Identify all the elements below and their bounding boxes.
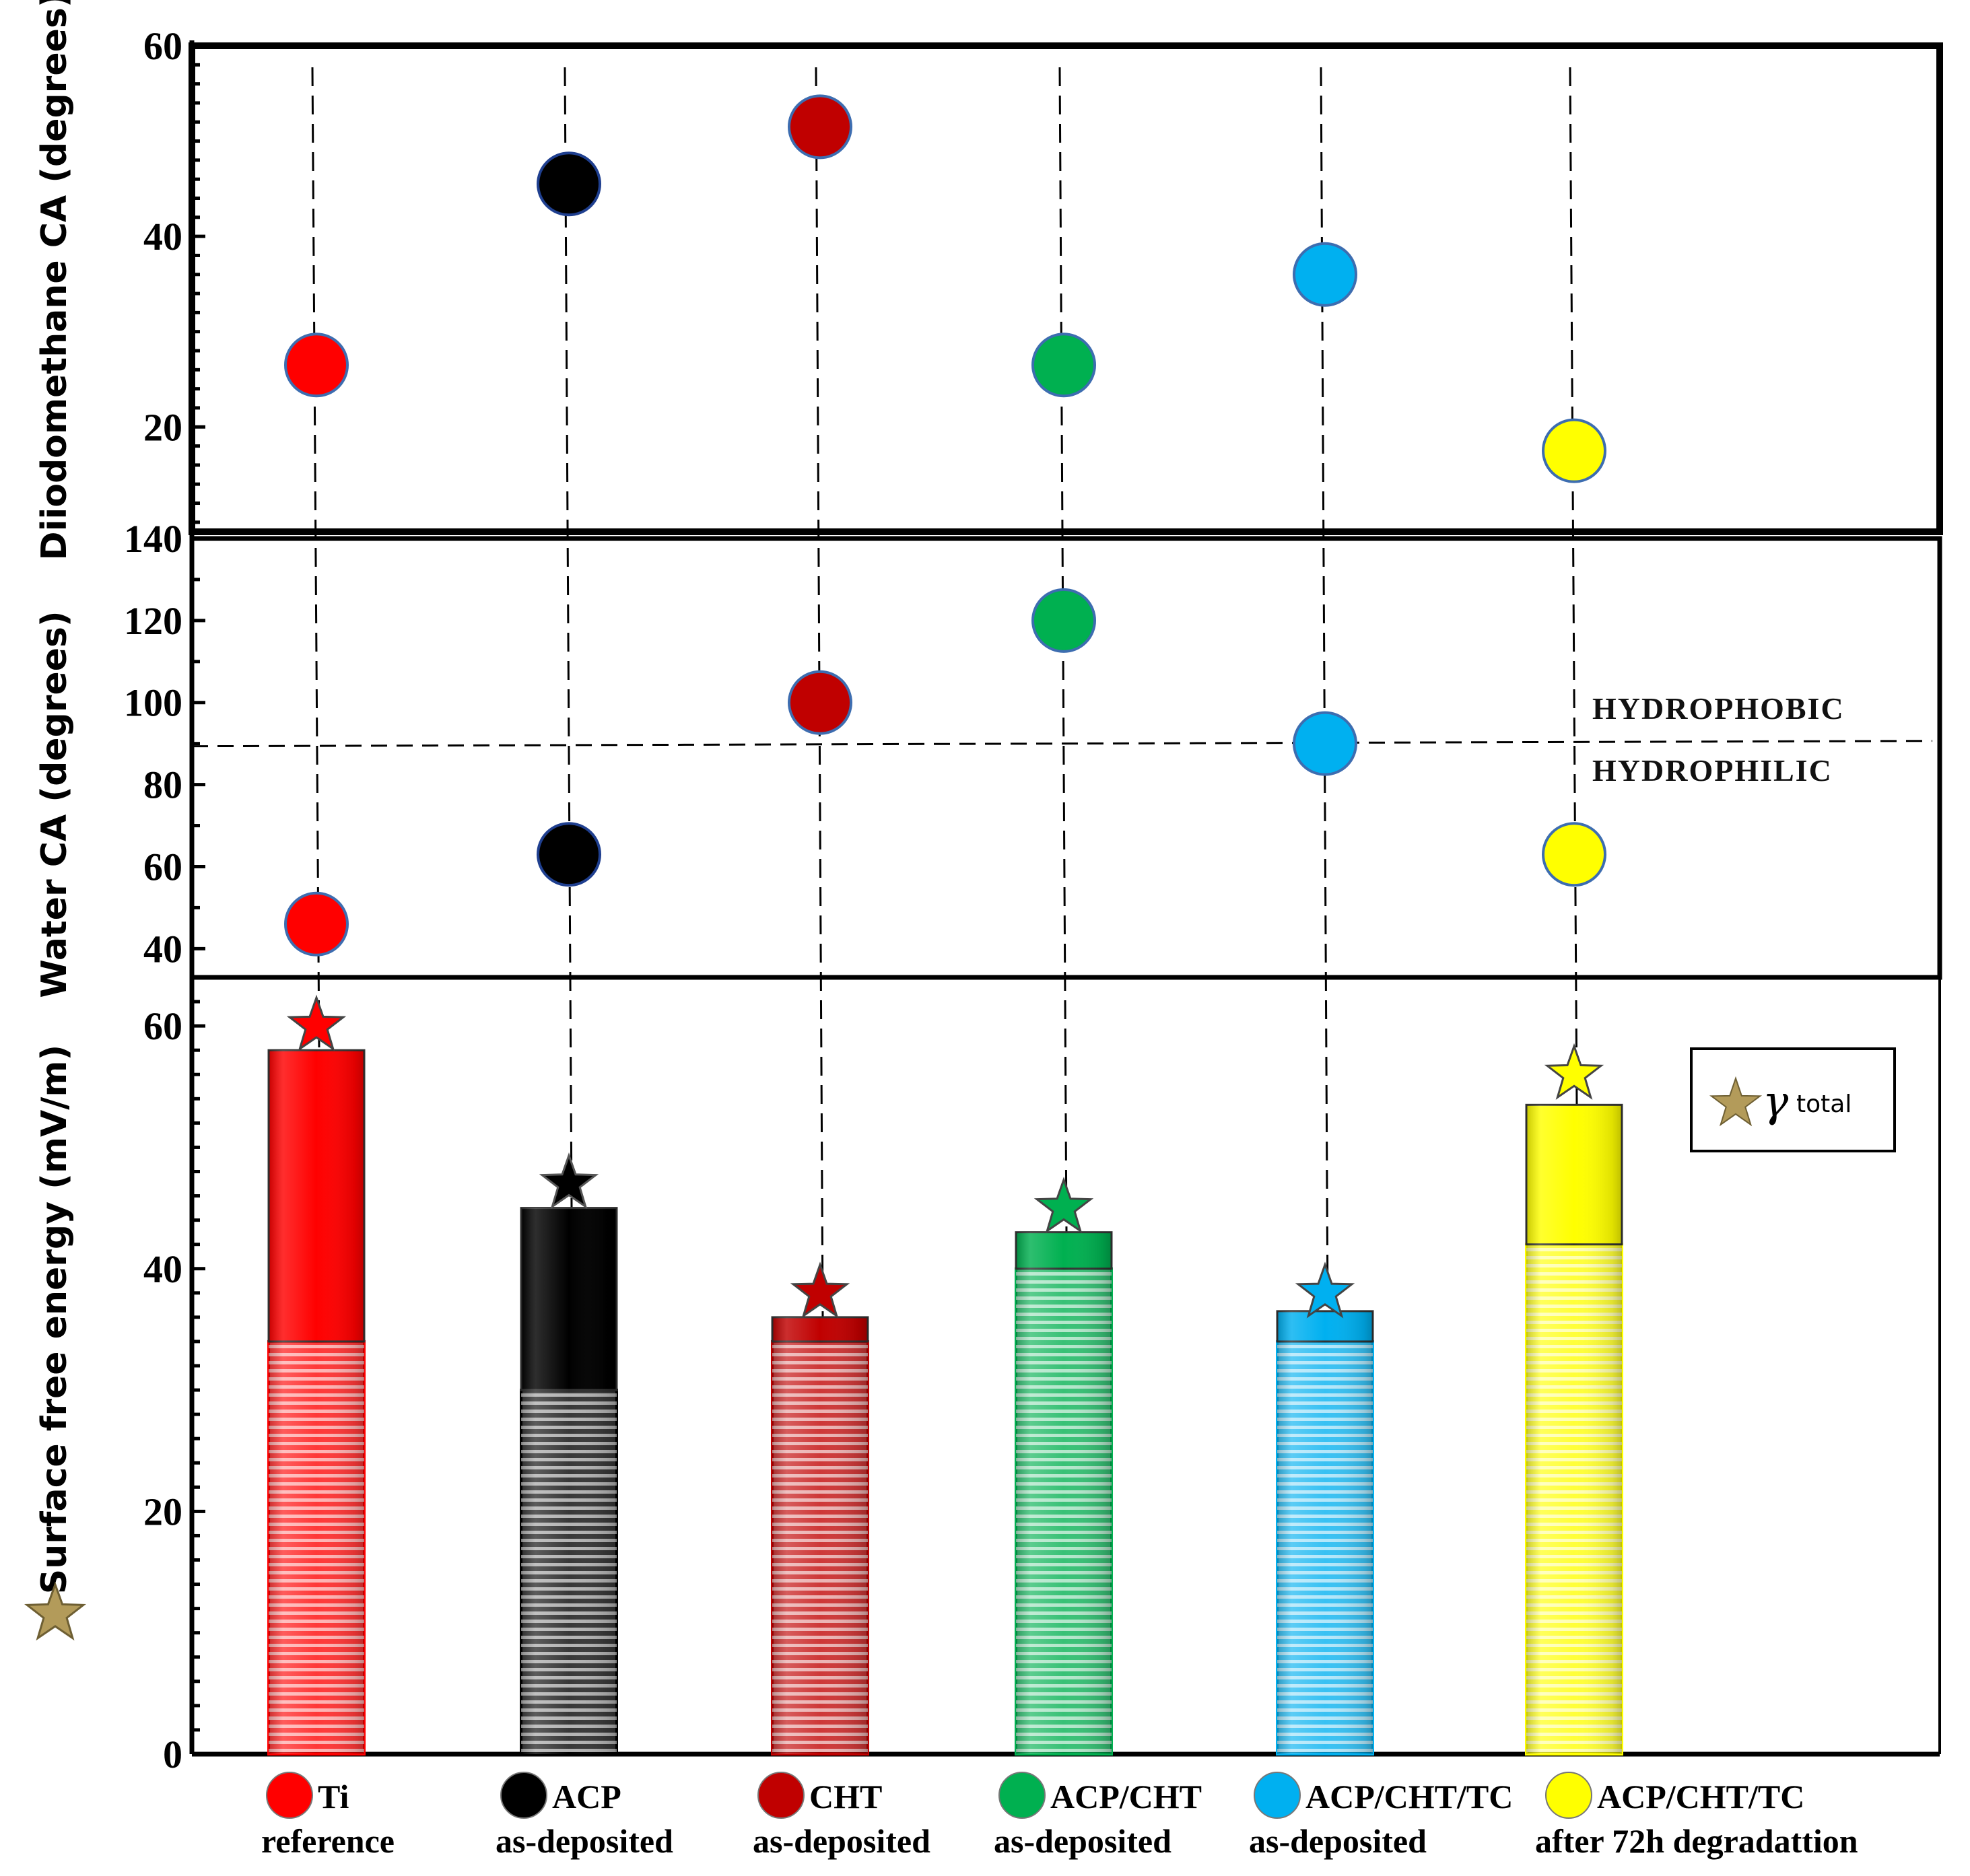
water-point [788,670,852,735]
y-tick-label: 40 [143,927,182,971]
legend-label: ACP [552,1778,621,1815]
water-point [537,822,601,887]
y-tick-label: 20 [143,1490,182,1533]
top-panel-frame [189,42,1943,535]
y-tick-label: 40 [143,215,182,258]
gamma-total-star [286,994,347,1051]
hydrophobic-threshold-line [191,740,1933,748]
hydrophilic-label: HYDROPHILIC [1592,753,1833,788]
legend-marker [1254,1772,1301,1819]
legend-sublabel: as-deposited [753,1822,930,1860]
legend-label: ACP/CHT [1050,1778,1202,1815]
gamma-total-star-layer [286,994,1604,1319]
gamma-legend-symbol: γ [1763,1077,1789,1127]
y-tick-label: 40 [143,1247,182,1291]
diiodomethane-point [788,94,852,160]
diiodomethane-point [284,333,349,398]
legend-sublabel: as-deposited [1249,1822,1427,1860]
axis-star-icon [24,1581,87,1641]
diiodomethane-point [537,151,601,217]
legend-marker [757,1772,805,1819]
bar-gloss [1526,1105,1622,1754]
bar-gloss [269,1050,364,1754]
legend-marker [998,1772,1046,1819]
legend-sublabel: after 72h degradattion [1535,1822,1858,1860]
diiodomethane-point [1542,418,1606,483]
dashed-connector [1569,67,1578,1105]
y-tick-label: 80 [143,763,182,807]
y-tick-label: 60 [143,1004,182,1048]
gamma-total-star [1295,1261,1355,1319]
diiodomethane-point [1031,333,1096,398]
legend-sublabel: reference [261,1822,395,1860]
y-tick-label: 140 [124,517,182,561]
y-tick-label: 60 [143,24,182,68]
gamma-total-star [1033,1177,1094,1234]
water-point [284,891,349,957]
gamma-total-star [539,1152,599,1210]
legend-label: ACP/CHT/TC [1597,1778,1804,1815]
surface-energy-axis-label: Surface free energy (mV/m) [34,1045,75,1595]
dashed-connectors [311,67,1578,1317]
legend-label: Ti [318,1778,349,1815]
tick-layer: 20 40 60 40 60 80 100 120 140 0 20 40 60 [124,24,205,1776]
bar-gloss [1277,1311,1373,1754]
legend-label: ACP/CHT/TC [1305,1778,1513,1815]
gamma-total-star [1544,1043,1604,1100]
bottom-legend: Ti reference ACP as-deposited CHT as-deposite… [261,1772,1858,1860]
y-tick-label: 120 [124,599,182,643]
water-point [1542,822,1606,887]
bar-gloss [772,1317,868,1754]
water-axis-label: Water CA (degrees) [34,611,75,998]
diiodomethane-point [1293,242,1357,307]
y-tick-label: 0 [163,1733,182,1776]
water-point [1293,711,1357,776]
gamma-legend-label: total [1796,1090,1852,1118]
water-point [1031,588,1096,653]
gamma-total-star [790,1261,850,1319]
dashed-connector [564,67,573,1208]
y-tick-label: 20 [143,405,182,449]
bar-gloss [521,1208,617,1754]
point-layer [284,94,1606,957]
y-tick-label: 60 [143,845,182,889]
legend-label: CHT [809,1778,882,1815]
diiodomethane-axis-label: Diiodomethane CA (degrees) [34,0,75,561]
hydrophobic-label: HYDROPHOBIC [1592,691,1845,726]
legend-marker [266,1772,313,1819]
bar-layer [267,1049,1623,1756]
gamma-legend-star-icon [1709,1076,1763,1127]
legend-marker [500,1772,547,1819]
legend-sublabel: as-deposited [496,1822,673,1860]
legend-marker [1545,1772,1592,1819]
y-tick-label: 100 [124,681,182,725]
legend-sublabel: as-deposited [994,1822,1171,1860]
dashed-connector [311,67,320,1051]
bar-gloss [1016,1232,1112,1754]
